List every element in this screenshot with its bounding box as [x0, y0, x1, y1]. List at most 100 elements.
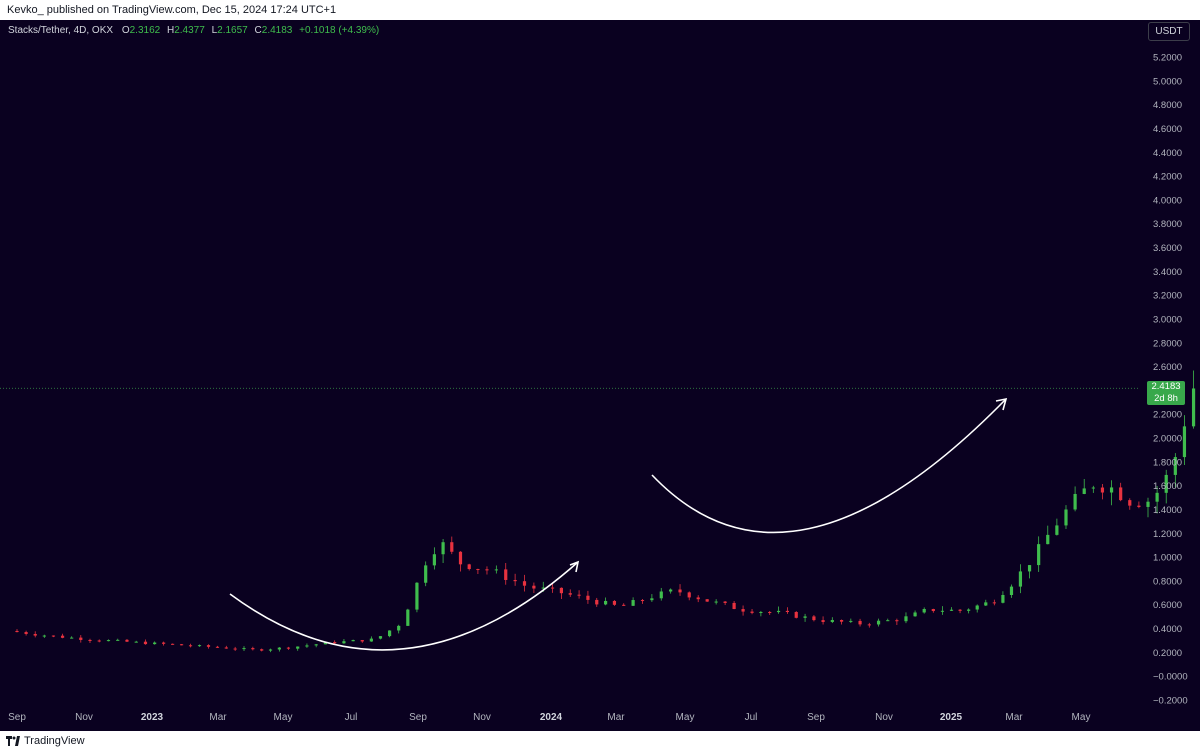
low-value: 2.1657 [217, 25, 248, 36]
candle-body [984, 602, 988, 606]
candle-body [60, 635, 65, 638]
price-chart[interactable]: 5.2000 5.0000 4.8000 4.6000 4.4000 4.2000 4.00… [0, 20, 1200, 731]
candle-body [88, 639, 92, 641]
candle-body [1182, 426, 1187, 458]
time-tick-label: Nov [875, 712, 893, 723]
price-tick-label: −0.2000 [1153, 696, 1188, 707]
candle-body [785, 610, 789, 613]
candle-body [776, 610, 781, 613]
candle-body [305, 645, 309, 647]
time-tick-label: Mar [607, 712, 625, 723]
candle-body [179, 644, 184, 646]
candle-body [541, 587, 545, 589]
candle-body [215, 646, 220, 648]
candle-body [406, 609, 410, 626]
candle-body [559, 587, 563, 594]
candle-body [1173, 457, 1177, 475]
price-tick-label: 0.6000 [1153, 600, 1182, 611]
candle-body [424, 565, 428, 583]
candle-body [886, 620, 890, 622]
candle-body [242, 648, 246, 650]
candle-body [1037, 544, 1041, 566]
candle-body [577, 594, 581, 596]
price-tick-label: 3.6000 [1153, 243, 1182, 254]
candle-body [125, 639, 129, 642]
time-tick-label: Sep [8, 712, 26, 723]
time-tick-label: 2025 [940, 712, 963, 723]
candle-body [233, 648, 237, 650]
candle-body [162, 642, 166, 644]
candle-body [251, 648, 255, 650]
high-label: H [166, 25, 175, 36]
price-tick-label: −0.0000 [1153, 672, 1188, 683]
candle-body [958, 609, 962, 611]
price-tick-label: 0.4000 [1153, 624, 1182, 635]
candle-body [922, 609, 926, 613]
price-tick-label: 4.0000 [1153, 195, 1182, 206]
candle-body [143, 641, 148, 645]
candle-body [1155, 492, 1159, 502]
candle-body [369, 638, 373, 642]
candle-body [441, 542, 445, 555]
candle-body [450, 542, 454, 552]
price-axis[interactable]: 5.2000 5.0000 4.8000 4.6000 4.4000 4.2000 4.00… [1153, 53, 1188, 707]
candle-body [458, 551, 463, 565]
candle-body [1191, 388, 1196, 427]
candle-body [604, 600, 608, 605]
candle-body [1128, 500, 1132, 506]
candle-body [1109, 487, 1114, 493]
candle-body [992, 602, 996, 604]
change-value: +0.1018 (+4.39%) [299, 25, 380, 36]
candle-body [895, 620, 899, 622]
candle-body [504, 569, 508, 580]
candle-body [387, 630, 392, 637]
candle-body [1164, 474, 1168, 493]
candle-body [678, 589, 682, 593]
rounded-bottom-arc-1[interactable] [229, 561, 579, 651]
annotations [229, 397, 1008, 651]
candle-body [732, 602, 736, 610]
footer: TradingView [0, 731, 1200, 751]
candle-body [1046, 534, 1050, 545]
candle-body [631, 600, 635, 606]
candle-body [79, 637, 83, 640]
currency-button[interactable]: USDT [1148, 22, 1190, 41]
candle-body [750, 611, 754, 613]
last-price-badge: 2.4183 2d 8h [1147, 381, 1185, 405]
candle-body [931, 609, 935, 612]
price-tick-label: 1.2000 [1153, 529, 1182, 540]
candle-body [803, 616, 807, 618]
price-tick-label: 1.6000 [1153, 481, 1182, 492]
candle-body [1018, 571, 1023, 587]
footer-brand[interactable]: TradingView [24, 735, 85, 747]
candle-body [967, 609, 971, 611]
candle-body [188, 645, 193, 647]
rounded-bottom-arc-2[interactable] [651, 398, 1007, 534]
price-tick-label: 1.8000 [1153, 457, 1182, 468]
time-tick-label: Jul [345, 712, 358, 723]
chart-area[interactable] [0, 20, 1200, 731]
close-value: 2.4183 [261, 25, 293, 36]
candle-body [741, 609, 745, 612]
candle-body [1064, 509, 1068, 526]
time-axis[interactable]: Sep Nov 2023 Mar May Jul Sep Nov 2024 Mar May Jul Se… [8, 712, 1090, 723]
candle-body [268, 649, 273, 651]
candles [15, 370, 1196, 653]
candle-body [153, 642, 157, 645]
time-tick-label: Mar [209, 712, 227, 723]
candle-body [1073, 493, 1077, 510]
price-tick-label: 2.6000 [1153, 362, 1182, 373]
candle-body [532, 585, 536, 589]
candle-body [342, 641, 346, 644]
candle-body [849, 620, 853, 622]
candle-body [70, 637, 74, 639]
time-tick-label: Nov [75, 712, 93, 723]
time-tick-label: May [274, 712, 293, 723]
candle-body [595, 599, 599, 605]
price-tick-label: 0.2000 [1153, 648, 1182, 659]
price-tick-label: 2.0000 [1153, 434, 1182, 445]
candle-body [485, 569, 489, 571]
price-tick-label: 4.4000 [1153, 148, 1182, 159]
candle-body [42, 635, 46, 637]
price-tick-label: 4.2000 [1153, 172, 1182, 183]
